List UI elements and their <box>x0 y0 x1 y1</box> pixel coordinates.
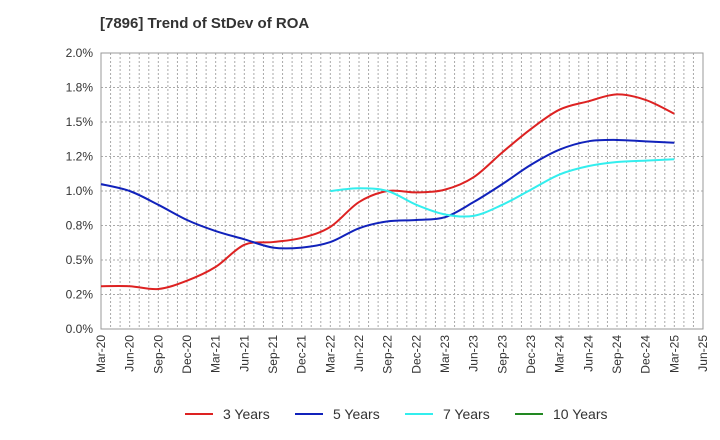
x-axis: Mar-20 Jun-20 Sep-20 Dec-20 Mar-21 Jun-21 Sep-… <box>94 335 710 374</box>
x-tick-label: Jun-23 <box>467 335 481 372</box>
x-tick-label: Mar-22 <box>323 335 337 373</box>
series-line-5-years <box>100 138 675 250</box>
legend-label: 5 Years <box>333 406 380 422</box>
x-tick-label: Mar-20 <box>94 335 108 373</box>
x-tick-label: Sep-24 <box>610 335 624 374</box>
x-tick-label: Sep-21 <box>266 335 280 374</box>
series-line-7-years <box>330 158 675 218</box>
y-tick-label: 2.0% <box>66 46 94 60</box>
x-tick-label: Jun-25 <box>696 335 710 372</box>
y-tick-label: 1.8% <box>66 81 94 95</box>
x-tick-label: Sep-20 <box>151 335 165 374</box>
x-tick-label: Dec-22 <box>409 335 423 374</box>
y-tick-label: 1.0% <box>66 184 94 198</box>
x-tick-label: Dec-24 <box>639 335 653 374</box>
plot-area <box>100 52 704 330</box>
x-tick-label: Jun-21 <box>237 335 251 372</box>
y-tick-label: 1.5% <box>66 115 94 129</box>
x-tick-label: Jun-24 <box>581 335 595 372</box>
y-tick-label: 0.8% <box>66 219 94 233</box>
legend-label: 3 Years <box>223 406 270 422</box>
legend-label: 7 Years <box>443 406 490 422</box>
chart-title: [7896] Trend of StDev of ROA <box>100 15 310 32</box>
x-tick-label: Mar-24 <box>553 335 567 373</box>
x-tick-label: Mar-25 <box>667 335 681 373</box>
series-lines <box>100 93 675 291</box>
legend: 3 Years 5 Years 7 Years 10 Years <box>185 406 608 422</box>
y-tick-label: 0.5% <box>66 253 94 267</box>
y-tick-label: 1.2% <box>66 150 94 164</box>
x-tick-label: Sep-22 <box>381 335 395 374</box>
y-tick-label: 0.2% <box>66 288 94 302</box>
y-axis: 0.0% 0.2% 0.5% 0.8% 1.0% 1.2% 1.5% 1.8% 2.0% <box>66 46 94 336</box>
x-tick-label: Dec-20 <box>180 335 194 374</box>
x-tick-label: Sep-23 <box>495 335 509 374</box>
x-tick-label: Dec-23 <box>524 335 538 374</box>
x-tick-label: Jun-22 <box>352 335 366 372</box>
x-tick-label: Dec-21 <box>295 335 309 374</box>
legend-label: 10 Years <box>553 406 608 422</box>
y-tick-label: 0.0% <box>66 322 94 336</box>
x-tick-label: Mar-21 <box>209 335 223 373</box>
x-tick-label: Jun-20 <box>123 335 137 372</box>
x-tick-label: Mar-23 <box>438 335 452 373</box>
